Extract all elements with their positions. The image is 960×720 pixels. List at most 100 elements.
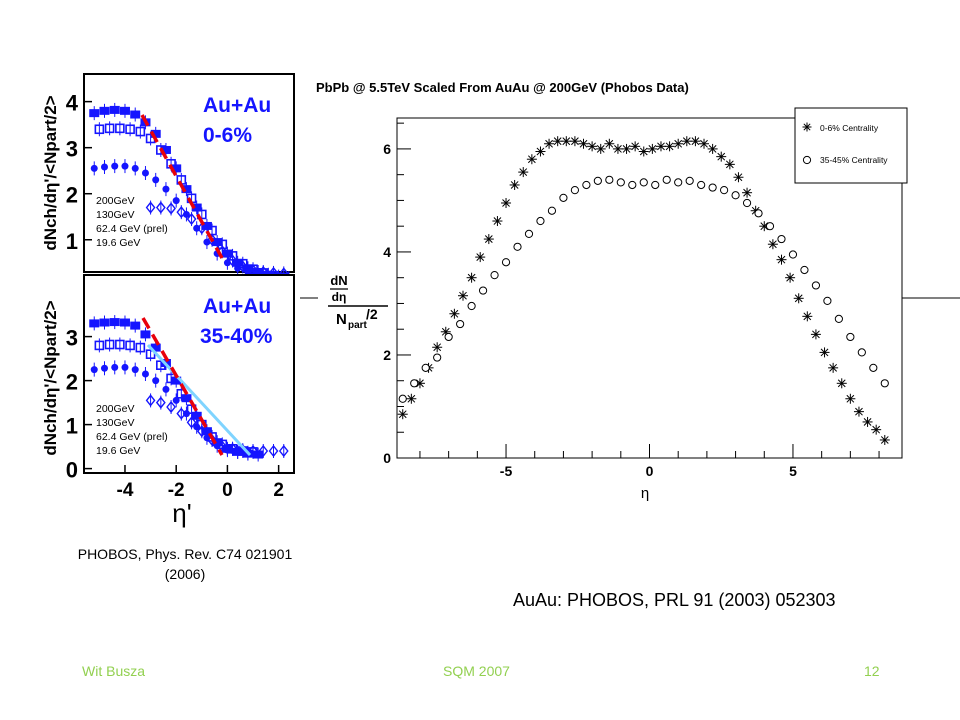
left-bottom-point-3 [227,442,238,455]
right-point-asterisk [724,159,735,170]
right-point-asterisk [630,141,641,152]
right-point-circle [582,180,591,190]
left-bottom-ytick-label: 0 [66,458,78,483]
left-top-point-0 [222,249,233,258]
left-top-energy-2: 130GeV [96,209,135,221]
left-top-point-0 [181,185,192,194]
right-point-asterisk [845,393,856,404]
left-top-energy-3: 62.4 GeV (prel) [96,223,168,235]
right-point-asterisk [793,293,804,304]
right-point-circle [880,379,889,388]
right-point-circle [674,178,683,187]
left-top-point-1 [125,124,135,135]
right-point-asterisk [655,141,666,152]
left-bottom-point-0 [140,330,151,339]
right-point-circle [651,180,660,190]
left-top-point-2 [162,185,170,193]
right-point-asterisk [432,342,443,353]
left-bottom-point-2 [100,364,108,372]
right-point-circle [467,301,476,311]
ylabel-N: N [336,311,347,328]
left-bottom-point-3 [268,444,279,458]
left-bottom-energy-2: 130GeV [96,417,135,429]
right-point-circle [823,296,832,305]
left-bottom-ylabel: dNch/dη'/<Npart/2> [41,300,60,455]
left-top-annotation-line1: Au+Au [203,94,271,117]
right-point-circle [777,234,786,244]
left-bottom-point-2 [141,370,149,378]
left-top-point-1 [104,123,115,134]
right-point-asterisk [604,138,615,149]
left-top-point-0 [99,106,110,115]
right-point-asterisk [853,406,864,417]
right-point-asterisk [569,136,580,147]
left-bottom-energy-4: 19.6 GeV [96,445,140,457]
right-point-circle [869,363,878,372]
left-bottom-point-0 [181,394,192,403]
right-point-circle [421,363,430,372]
left-top-point-3 [145,201,156,214]
left-top-yticks: 1 2 3 4 [66,91,92,254]
left-top-energy-1: 200GeV [96,195,135,207]
left-top-point-0 [89,109,100,118]
footer-page-number: 12 [864,663,880,679]
left-top-scaling-line [140,114,224,259]
left-citation-line2: (2006) [164,566,206,582]
left-bottom-point-0 [99,318,110,327]
left-bottom-point-0 [150,343,161,352]
right-ytick-label: 6 [383,141,391,157]
left-top-point-3 [227,254,238,267]
right-point-asterisk [690,136,701,147]
right-point-asterisk [587,141,598,152]
left-top-point-2 [111,162,119,170]
right-point-asterisk [406,393,417,404]
right-point-circle [788,250,798,259]
right-xtick-label: 0 [646,463,654,479]
left-bottom-ticks: 0 1 2 3 -4 -2 0 2 [66,326,284,501]
left-top-point-0 [109,105,120,114]
left-top-point-0 [201,221,212,230]
right-point-asterisk [681,136,692,147]
right-point-asterisk [862,416,873,427]
left-top-point-2 [152,176,160,184]
left-top-point-3 [176,206,187,219]
left-bottom-point-2 [90,366,98,374]
left-bottom-point-1 [104,339,115,350]
right-point-circle [662,175,671,184]
left-top-point-1 [115,123,125,134]
left-bottom-point-2 [131,366,139,374]
right-chart-xlabel: η [641,485,649,502]
right-point-asterisk [492,216,503,227]
left-citation-line1: PHOBOS, Phys. Rev. C74 021901 [77,546,293,562]
right-point-asterisk [509,179,520,190]
right-point-asterisk [621,143,632,154]
left-top-point-0 [150,129,161,138]
right-point-asterisk [501,198,512,208]
left-bottom-point-1 [166,373,176,384]
left-citation: PHOBOS, Phys. Rev. C74 021901 (2006) [40,546,330,582]
left-top-ylabel: dNch/dη'/<Npart/2> [41,95,60,250]
left-top-point-2 [100,163,108,171]
right-ytick-label: 4 [383,244,391,260]
legend-circle [802,155,812,165]
left-top-point-0 [212,238,223,247]
left-bottom-point-0 [171,376,182,385]
right-point-asterisk [836,378,847,389]
left-top-point-3 [155,201,166,214]
left-bottom-xtick-label: -4 [117,480,134,501]
left-bottom-point-3 [155,396,166,409]
right-point-asterisk [733,172,744,183]
left-bottom-point-0 [130,321,141,330]
right-point-asterisk [716,151,727,162]
right-point-asterisk [612,143,623,154]
left-bottom-point-2 [152,377,160,385]
right-point-circle [742,198,752,208]
right-chart-legend: 0-6% Centrality 35-45% Centrality [794,107,908,184]
left-top-point-2 [131,164,139,172]
left-top-point-2 [172,197,180,205]
right-point-circle [834,314,843,324]
ylabel-tail: /2 [366,306,378,322]
right-point-circle [720,186,729,195]
right-point-circle [490,271,499,280]
right-point-circle [765,222,775,231]
